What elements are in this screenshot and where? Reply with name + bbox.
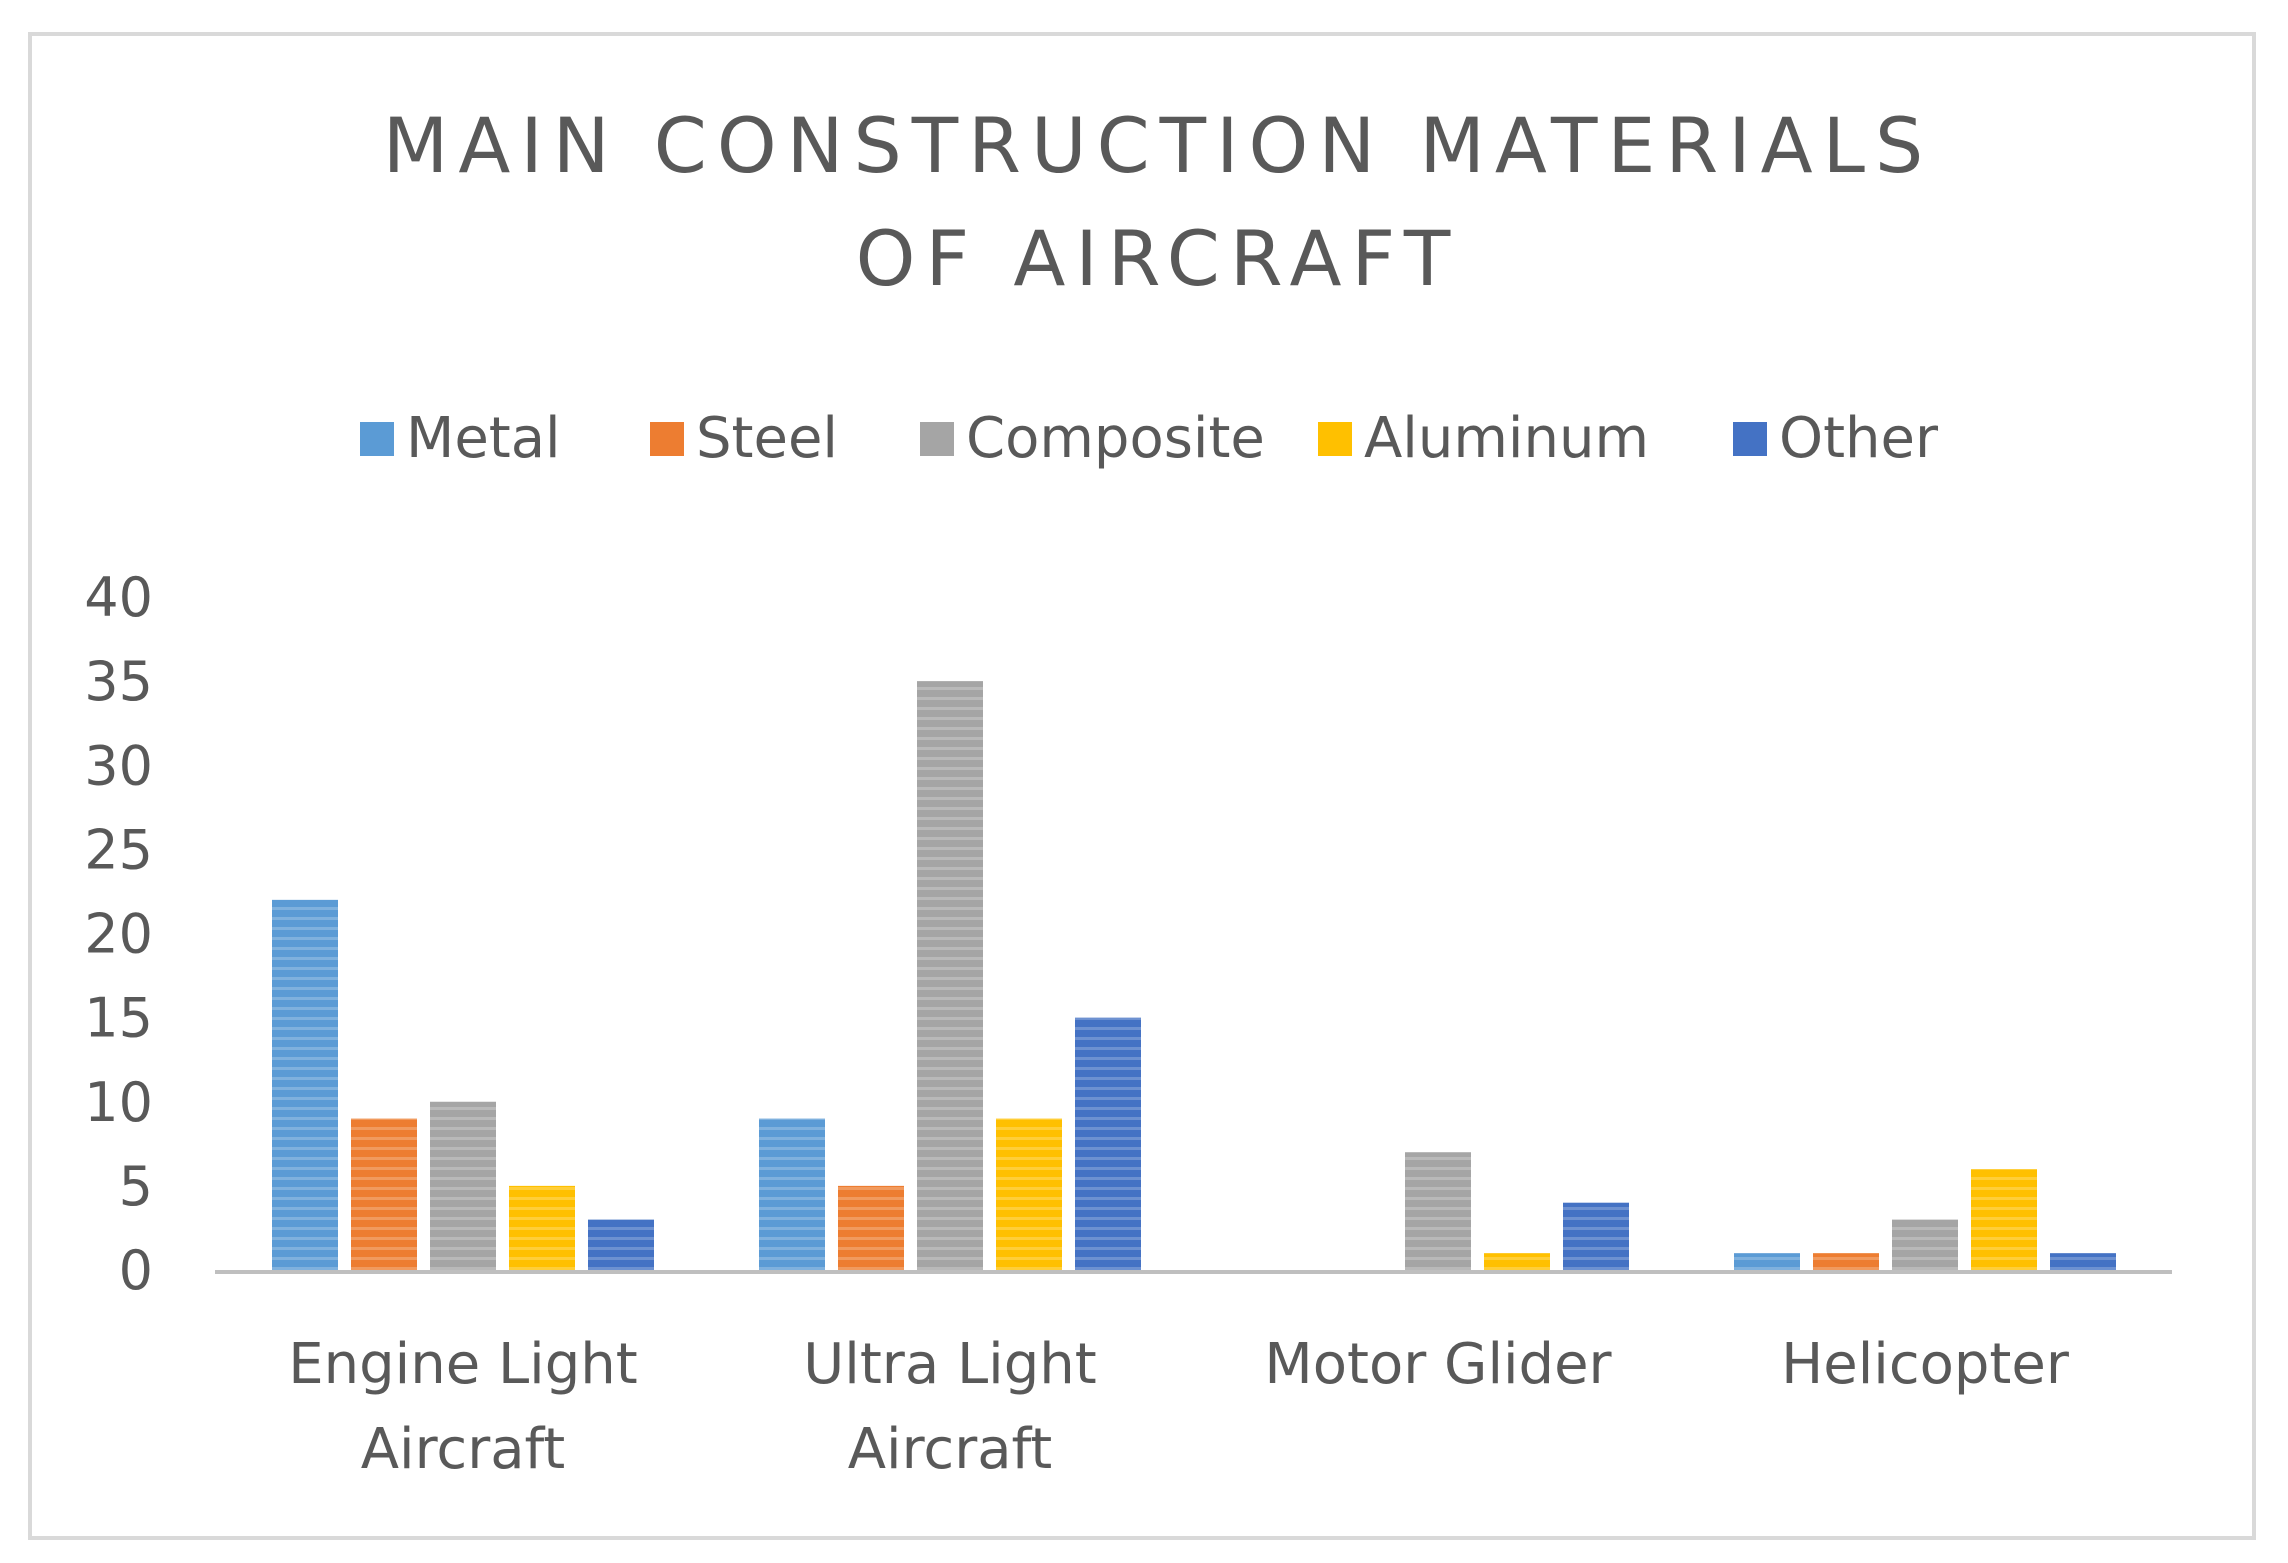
legend-label-steel: Steel [696, 406, 838, 471]
bar-other-ultra-light-aircraft [1075, 1017, 1141, 1270]
y-tick-label-20: 20 [84, 903, 153, 966]
legend-swatch-aluminum [1318, 422, 1352, 456]
chart-title-line-2: OF AIRCRAFT [856, 214, 1461, 303]
bar-composite-helicopter [1892, 1219, 1958, 1270]
y-tick-label-25: 25 [84, 818, 153, 881]
x-category-label: Helicopter [1781, 1332, 2070, 1397]
bar-metal-helicopter [1734, 1253, 1800, 1270]
y-tick-label-5: 5 [119, 1155, 153, 1218]
bar-other-motor-glider [1563, 1202, 1629, 1270]
bar-aluminum-helicopter [1971, 1169, 2037, 1270]
bar-composite-ultra-light-aircraft [917, 681, 983, 1270]
bar-steel-helicopter [1813, 1253, 1879, 1270]
bar-aluminum-motor-glider [1484, 1253, 1550, 1270]
legend-label-other: Other [1779, 406, 1939, 471]
bar-aluminum-engine-light-aircraft [509, 1185, 575, 1270]
legend-label-aluminum: Aluminum [1364, 406, 1649, 471]
bar-metal-ultra-light-aircraft [759, 1118, 825, 1270]
x-category-label: Ultra Light [803, 1332, 1096, 1397]
bar-aluminum-ultra-light-aircraft [996, 1118, 1062, 1270]
y-tick-label-40: 40 [84, 566, 153, 629]
legend-swatch-metal [360, 422, 394, 456]
chart-legend: Metal Steel Composite Aluminum Other [360, 406, 1939, 471]
x-category-label: Engine Light [288, 1332, 637, 1397]
legend-label-composite: Composite [966, 406, 1265, 471]
bar-composite-engine-light-aircraft [430, 1101, 496, 1270]
legend-swatch-other [1733, 422, 1767, 456]
x-category-label: Motor Glider [1264, 1332, 1612, 1397]
y-tick-label-10: 10 [84, 1071, 153, 1134]
legend-label-metal: Metal [406, 406, 561, 471]
y-tick-label-0: 0 [119, 1239, 153, 1302]
bar-composite-motor-glider [1405, 1152, 1471, 1270]
bar-other-engine-light-aircraft [588, 1219, 654, 1270]
x-category-label: Aircraft [361, 1417, 565, 1482]
chart-title: MAIN CONSTRUCTION MATERIALS OF AIRCRAFT [383, 101, 1933, 303]
chart-title-line-1: MAIN CONSTRUCTION MATERIALS [383, 101, 1933, 190]
bar-series-group [272, 681, 2116, 1270]
bar-steel-engine-light-aircraft [351, 1118, 417, 1270]
y-tick-label-15: 15 [84, 987, 153, 1050]
x-category-label: Aircraft [848, 1417, 1052, 1482]
legend-swatch-composite [920, 422, 954, 456]
bar-steel-ultra-light-aircraft [838, 1185, 904, 1270]
x-axis-categories: Engine Light Aircraft Ultra Light Aircraft M… [288, 1332, 2070, 1482]
y-tick-label-30: 30 [84, 734, 153, 797]
y-tick-label-35: 35 [84, 650, 153, 713]
bar-metal-engine-light-aircraft [272, 899, 338, 1270]
chart-frame [28, 32, 2256, 1540]
bar-other-helicopter [2050, 1253, 2116, 1270]
legend-swatch-steel [650, 422, 684, 456]
y-axis: 0 5 10 15 20 25 30 35 40 [84, 566, 153, 1302]
